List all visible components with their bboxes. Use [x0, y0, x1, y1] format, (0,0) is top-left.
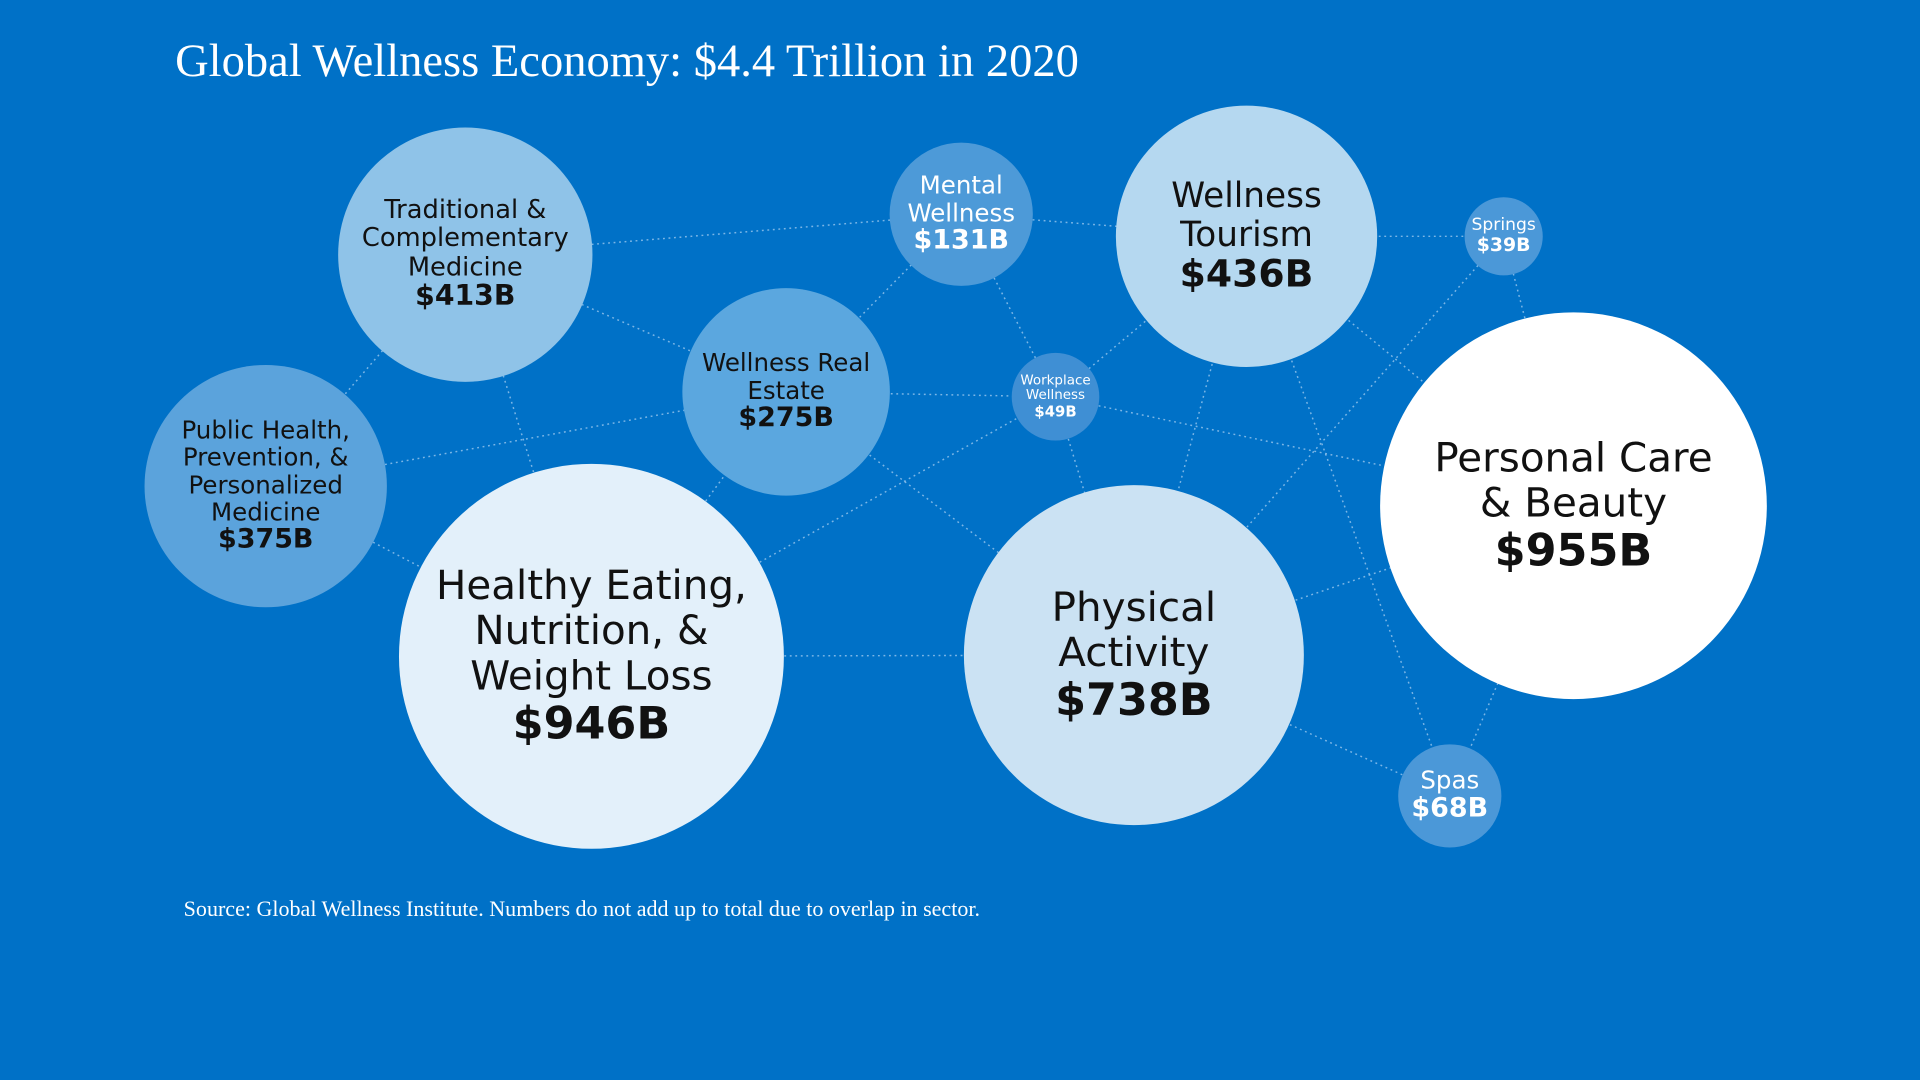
- value-label: $413B: [415, 280, 516, 313]
- category-label: Spas: [1420, 765, 1480, 796]
- bubble: [144, 364, 387, 608]
- bubble-label: Physical Activity$738B: [993, 485, 1275, 825]
- bubble-label: Workplace Wellness$49B: [1013, 353, 1099, 441]
- bubble-label: Traditional & Complementary Medicine$413…: [355, 128, 575, 382]
- category-label: Wellness Real Estate: [702, 348, 871, 405]
- bubble: [889, 142, 1033, 286]
- value-label: $275B: [738, 402, 834, 434]
- value-label: $955B: [1494, 523, 1653, 577]
- label-box: Healthy Eating, Nutrition, & Weight Loss…: [432, 464, 750, 849]
- bubble: [338, 127, 593, 382]
- category-label: Wellness Tourism: [1171, 175, 1322, 255]
- connector: [1054, 396, 1135, 656]
- label-box: Workplace Wellness $49B: [1013, 353, 1099, 441]
- label-box: Wellness Tourism $436B: [1130, 106, 1363, 367]
- bubble-label: Springs$39B: [1464, 197, 1542, 275]
- bubble-label: Personal Care & Beauty$955B: [1414, 312, 1732, 699]
- bubble-label: Mental Wellness$131B: [894, 143, 1029, 286]
- label-box: Physical Activity $738B: [993, 485, 1275, 825]
- category-label: Personal Care & Beauty: [1434, 433, 1713, 527]
- bubble: [963, 485, 1304, 826]
- category-label: Public Health, Prevention, & Personalize…: [181, 414, 350, 527]
- bubble-label: Wellness Real Estate$275B: [694, 288, 878, 496]
- label-box: Springs $39B: [1464, 197, 1542, 275]
- value-label: $68B: [1411, 793, 1489, 824]
- bubble: [1115, 105, 1378, 367]
- category-label: Traditional & Complementary Medicine: [361, 194, 569, 282]
- category-label: Workplace Wellness: [1020, 372, 1091, 404]
- category-label: Springs: [1471, 214, 1536, 235]
- label-box: Traditional & Complementary Medicine $413…: [355, 128, 575, 382]
- bubble: [1380, 312, 1767, 700]
- value-label: $131B: [913, 225, 1009, 256]
- label-box: Spas $68B: [1401, 744, 1499, 847]
- category-label: Mental Wellness: [907, 170, 1016, 228]
- label-box: Mental Wellness $131B: [894, 143, 1029, 286]
- bubble: [1011, 352, 1100, 441]
- value-label: $946B: [512, 696, 671, 750]
- bubble-label: Spas$68B: [1401, 744, 1499, 847]
- bubbles: Traditional & Complementary Medicine$413…: [144, 105, 1767, 849]
- bubble: [1464, 197, 1543, 276]
- label-box: Wellness Real Estate $275B: [694, 288, 878, 496]
- value-label: $375B: [217, 524, 314, 556]
- chart-title: Global Wellness Economy: $4.4 Trillion i…: [175, 36, 1079, 87]
- connector: [464, 254, 593, 657]
- bubble: [398, 463, 784, 849]
- bubble: [682, 288, 890, 496]
- label-box: Personal Care & Beauty $955B: [1414, 312, 1732, 699]
- value-label: $738B: [1055, 672, 1213, 726]
- source-note: Source: Global Wellness Institute. Numbe…: [184, 896, 980, 921]
- bubble-label: Public Health, Prevention, & Personalize…: [162, 365, 370, 607]
- bubble-label: Wellness Tourism$436B: [1130, 106, 1363, 367]
- category-label: Healthy Eating, Nutrition, & Weight Loss: [435, 561, 747, 700]
- bubble-label: Healthy Eating, Nutrition, & Weight Loss…: [432, 464, 750, 849]
- value-label: $436B: [1179, 252, 1314, 297]
- value-label: $49B: [1034, 402, 1077, 420]
- connector: [1133, 654, 1451, 797]
- category-label: Physical Activity: [1051, 582, 1217, 676]
- label-box: Public Health, Prevention, & Personalize…: [162, 365, 370, 607]
- bubble: [1398, 744, 1502, 848]
- value-label: $39B: [1476, 234, 1531, 257]
